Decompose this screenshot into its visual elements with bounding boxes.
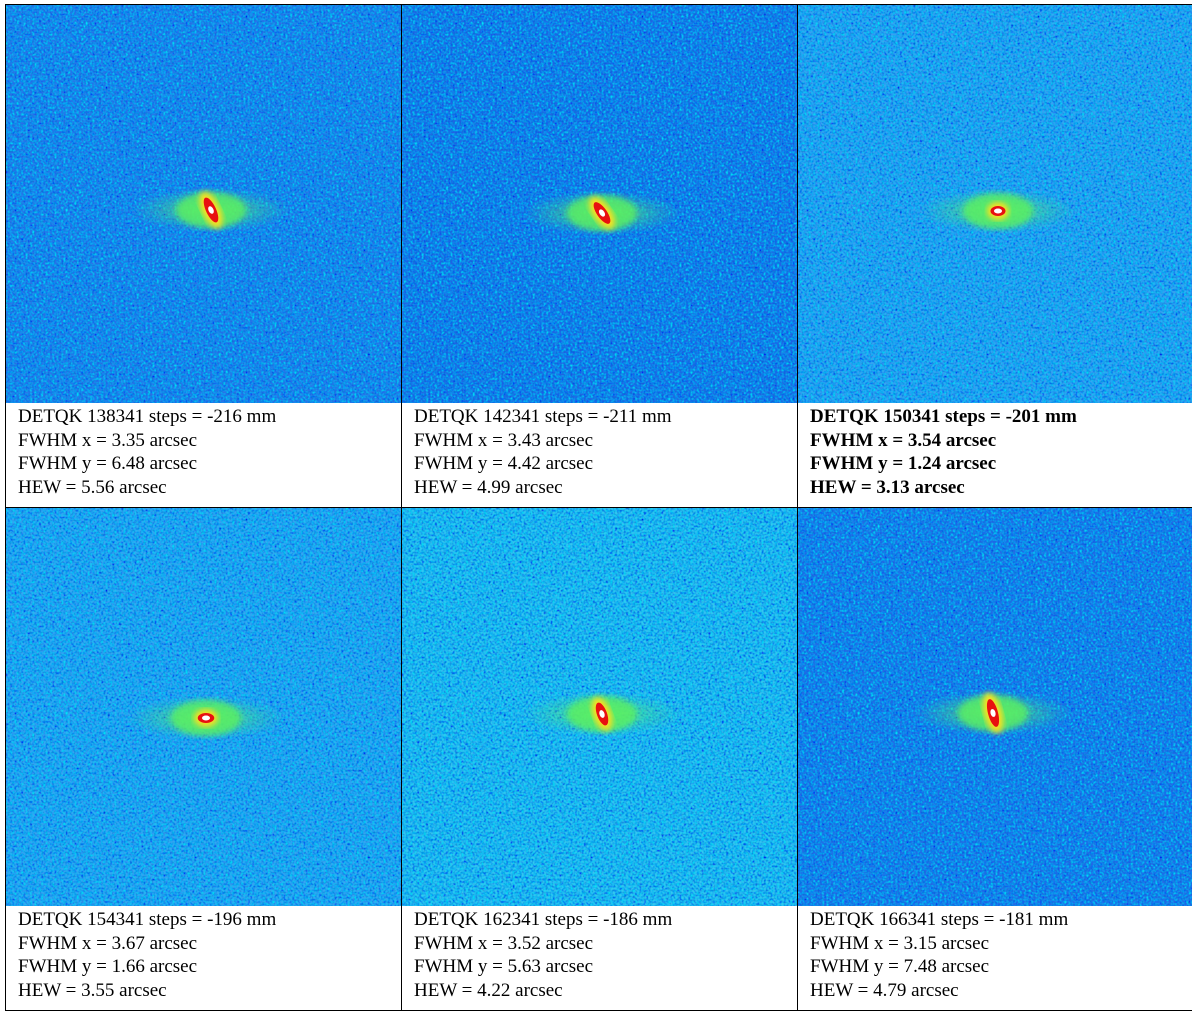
- caption-line: FWHM y = 1.66 arcsec: [18, 956, 198, 977]
- caption-line: DETQK 138341 steps = -216 mm: [18, 406, 277, 427]
- caption-line: DETQK 142341 steps = -211 mm: [414, 406, 672, 427]
- detector-image: [798, 508, 1192, 906]
- core: [591, 697, 613, 731]
- panel: DETQK 138341 steps = -216 mm FWHM x = 3.3…: [6, 5, 401, 507]
- caption-line: DETQK 154341 steps = -196 mm: [18, 909, 277, 930]
- caption-line: FWHM y = 5.63 arcsec: [414, 956, 594, 977]
- hot-spot: [522, 692, 682, 736]
- caption-line: FWHM x = 3.15 arcsec: [810, 932, 990, 954]
- panel: DETQK 150341 steps = -201 mm FWHM x = 3.5…: [798, 5, 1192, 507]
- detector-image: [402, 508, 797, 906]
- caption-line: FWHM x = 3.52 arcsec: [414, 932, 594, 954]
- core-white: [990, 709, 996, 717]
- core-white: [202, 715, 210, 721]
- caption-line: HEW = 4.99 arcsec: [414, 476, 563, 498]
- core-white: [994, 208, 1002, 214]
- hot-spot: [131, 188, 291, 232]
- panel: DETQK 154341 steps = -196 mm FWHM x = 3.6…: [6, 508, 401, 1010]
- detector-image: [798, 5, 1192, 403]
- hot-spot: [522, 191, 682, 235]
- panel: DETQK 166341 steps = -181 mm FWHM x = 3.1…: [798, 508, 1192, 1010]
- caption: DETQK 154341 steps = -196 mm FWHM x = 3.6…: [6, 906, 401, 1010]
- hot-spot: [913, 691, 1073, 735]
- caption-line: HEW = 4.22 arcsec: [414, 979, 563, 1001]
- figure-grid: DETQK 138341 steps = -216 mm FWHM x = 3.3…: [5, 4, 1192, 1011]
- caption: DETQK 142341 steps = -211 mm FWHM x = 3.4…: [402, 403, 797, 507]
- hot-spot: [918, 189, 1078, 233]
- caption-line: HEW = 3.55 arcsec: [18, 979, 167, 1001]
- core-white: [208, 206, 214, 214]
- caption-line: DETQK 150341 steps = -201 mm: [810, 406, 1077, 427]
- caption-line: FWHM y = 1.24 arcsec: [810, 453, 997, 474]
- core-white: [599, 710, 605, 718]
- caption-line: HEW = 5.56 arcsec: [18, 476, 167, 498]
- caption-line: HEW = 4.79 arcsec: [810, 979, 959, 1001]
- core: [982, 692, 1004, 734]
- caption: DETQK 150341 steps = -201 mm FWHM x = 3.5…: [798, 403, 1192, 507]
- panel: DETQK 142341 steps = -211 mm FWHM x = 3.4…: [402, 5, 797, 507]
- hot-spot: [126, 696, 286, 740]
- caption: DETQK 138341 steps = -216 mm FWHM x = 3.3…: [6, 403, 401, 507]
- caption-line: FWHM y = 6.48 arcsec: [18, 453, 198, 474]
- caption-line: HEW = 3.13 arcsec: [810, 476, 965, 498]
- caption-line: FWHM x = 3.43 arcsec: [414, 429, 594, 451]
- caption-line: FWHM y = 7.48 arcsec: [810, 956, 990, 977]
- panel: DETQK 162341 steps = -186 mm FWHM x = 3.5…: [402, 508, 797, 1010]
- caption-line: DETQK 166341 steps = -181 mm: [810, 909, 1069, 930]
- caption-line: FWHM y = 4.42 arcsec: [414, 453, 594, 474]
- caption-line: FWHM x = 3.35 arcsec: [18, 429, 198, 451]
- core-white: [598, 209, 606, 217]
- core: [987, 202, 1009, 220]
- caption-line: FWHM x = 3.67 arcsec: [18, 932, 198, 954]
- core: [199, 191, 223, 229]
- core: [588, 196, 616, 230]
- caption-line: FWHM x = 3.54 arcsec: [810, 429, 997, 451]
- core: [193, 709, 219, 727]
- detector-image: [402, 5, 797, 403]
- detector-image: [6, 5, 401, 403]
- caption: DETQK 166341 steps = -181 mm FWHM x = 3.1…: [798, 906, 1192, 1010]
- detector-image: [6, 508, 401, 906]
- caption: DETQK 162341 steps = -186 mm FWHM x = 3.5…: [402, 906, 797, 1010]
- caption-line: DETQK 162341 steps = -186 mm: [414, 909, 673, 930]
